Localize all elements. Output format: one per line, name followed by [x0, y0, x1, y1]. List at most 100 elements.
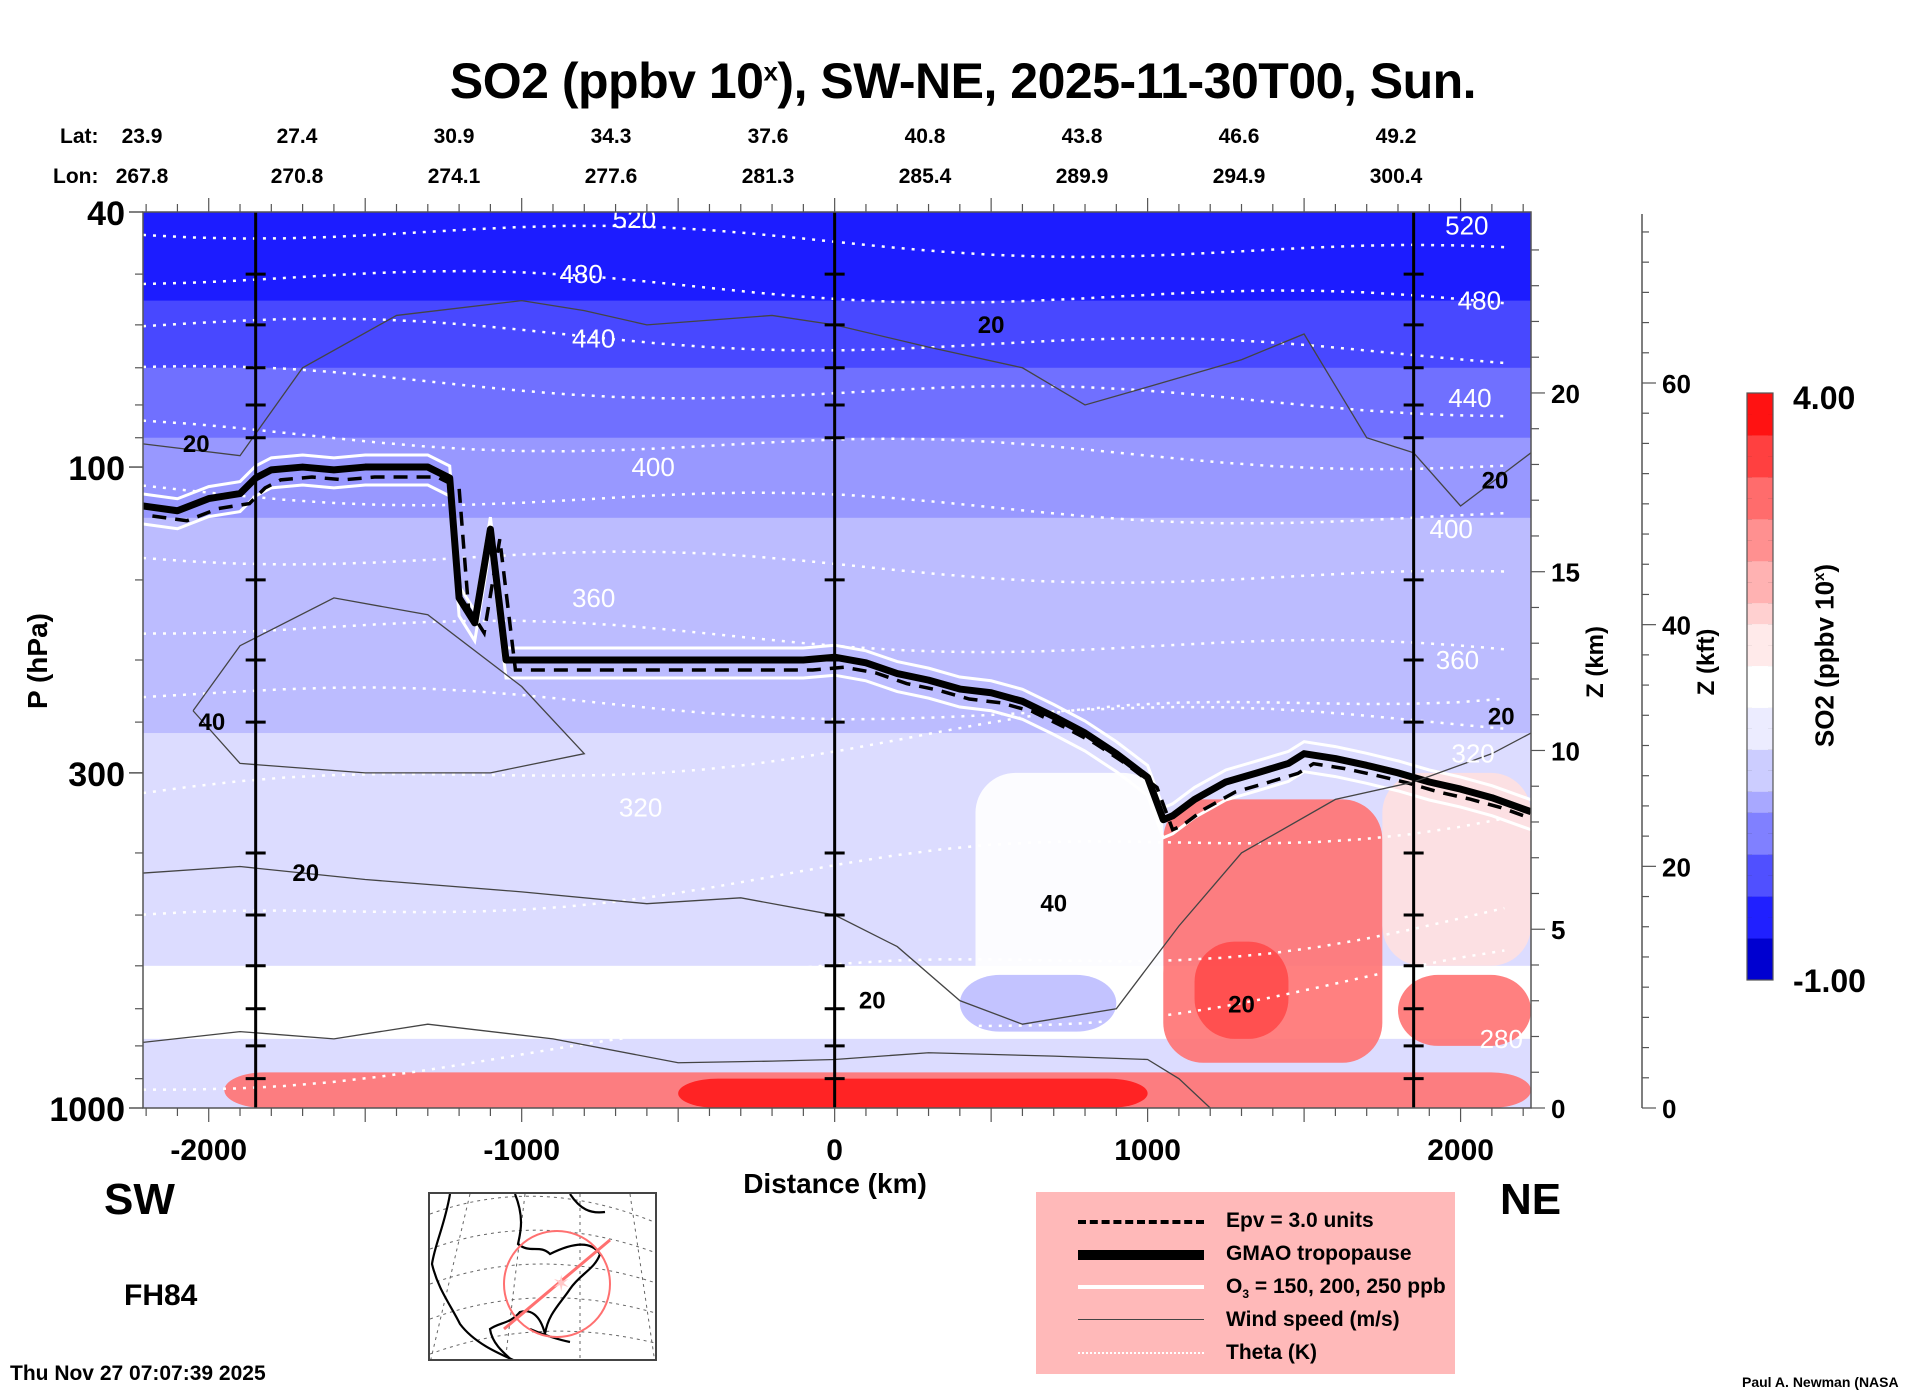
wind-contour [143, 1023, 1211, 1108]
wind-speed-label: 20 [183, 431, 210, 458]
lat-value: 27.4 [276, 125, 318, 148]
x-tick-label: -1000 [483, 1134, 560, 1167]
contour-overlays: 520 520 480 480 440 440 400 400 360 360 320 320 280 2… [143, 204, 1531, 1108]
colorbar-segment [1747, 434, 1773, 457]
theta-label: 320 [619, 793, 662, 823]
colorbar-segment [1747, 497, 1773, 520]
colorbar-segment [1747, 539, 1773, 562]
legend-item-ozone: O3 = 150, 200, 250 ppb [1036, 1272, 1455, 1302]
lon-value: 281.3 [741, 165, 795, 188]
theta-contour [143, 697, 1505, 795]
legend-item-tropopause: GMAO tropopause [1036, 1239, 1455, 1269]
field-patch [959, 974, 1117, 1032]
wind-speed-label: 20 [292, 860, 319, 887]
z-km-tick-label: 10 [1551, 736, 1580, 766]
x-tick-label: 1000 [1114, 1134, 1181, 1167]
wind-speed-label: 40 [199, 709, 226, 736]
z-kft-tick-label: 60 [1662, 369, 1691, 399]
theta-line-swatch [1078, 1352, 1204, 1354]
z-kft-tick-label: 0 [1662, 1094, 1676, 1124]
z-km-axis-label: Z (km) [1582, 626, 1609, 698]
map-coastlines [430, 1194, 606, 1359]
lon-value: 289.9 [1055, 165, 1109, 188]
theta-contour [143, 269, 1505, 305]
lat-value: 23.9 [121, 125, 163, 148]
ozone-contour [143, 483, 1531, 840]
z-kft-tick-label: 40 [1662, 611, 1691, 641]
theta-contour [143, 364, 1505, 418]
z-kft-tick-label: 20 [1662, 852, 1691, 882]
x-tick-label: 2000 [1427, 1134, 1494, 1167]
colorbar-min-label: -1.00 [1793, 963, 1866, 999]
colorbar-segment [1747, 560, 1773, 583]
map-track [503, 1230, 611, 1338]
theta-label: 400 [631, 452, 674, 482]
colorbar-segment [1747, 413, 1773, 436]
lon-value: 294.9 [1212, 165, 1266, 188]
theta-label: 520 [613, 204, 656, 234]
colorbar-segment [1747, 770, 1773, 792]
chart-title: SO2 (ppbv 10x), SW-NE, 2025-11-30T00, Su… [449, 53, 1477, 109]
lon-label: Lon: [53, 165, 99, 188]
tropopause-line [143, 463, 1531, 824]
theta-contour [143, 949, 1505, 1091]
theta-contour [143, 317, 1505, 365]
axes: 40 100 300 1000 -2000 -1000 0 1000 2000 0 5 10 15 20 0… [49, 195, 1691, 1167]
colorbar-segment [1747, 518, 1773, 541]
z-km-tick-label: 0 [1551, 1094, 1565, 1124]
field-patch [1397, 974, 1531, 1046]
colorbar-segment [1747, 812, 1773, 834]
colorbar-segment [1747, 476, 1773, 499]
ozone-line-swatch [1078, 1285, 1204, 1289]
colorbar-segment [1747, 581, 1773, 604]
direction-sw: SW [104, 1175, 175, 1224]
lon-value: 270.8 [270, 165, 324, 188]
field-patch [1382, 772, 1531, 966]
epv-line-swatch [1078, 1220, 1204, 1224]
lat-value: 46.6 [1218, 125, 1260, 148]
y-tick-label: 1000 [49, 1091, 125, 1129]
colorbar-segment [1747, 393, 1773, 415]
wind-speed-label: 20 [1482, 468, 1509, 495]
lat-value: 43.8 [1061, 125, 1103, 148]
lon-value: 300.4 [1369, 165, 1423, 188]
lon-value: 274.1 [427, 165, 481, 188]
theta-contour [143, 484, 1505, 525]
lat-value: 37.6 [747, 125, 789, 148]
wind-contour [192, 597, 586, 774]
lon-value: 285.4 [898, 165, 952, 188]
theta-label: 480 [559, 259, 602, 289]
field-band [143, 517, 1531, 616]
colorbar-segment [1747, 896, 1773, 918]
map-center-star: ✶ [552, 1271, 570, 1296]
direction-ne: NE [1500, 1175, 1562, 1224]
inset-map-svg: ✶ [430, 1194, 655, 1359]
colorbar-segment [1747, 644, 1773, 667]
lon-value: 277.6 [584, 165, 638, 188]
timestamp: Thu Nov 27 07:07:39 2025 [10, 1362, 266, 1385]
forecast-hour: FH84 [124, 1279, 198, 1312]
theta-label: 520 [1445, 211, 1488, 241]
colorbar-segment [1747, 917, 1773, 939]
theta-label: 360 [1436, 645, 1479, 675]
ozone-contour [143, 453, 1531, 810]
x-tick-label: -2000 [170, 1134, 247, 1167]
y-tick-label: 100 [68, 450, 125, 488]
theta-label: 440 [1448, 383, 1491, 413]
field-patch [1194, 941, 1289, 1039]
theta-label: 480 [1458, 286, 1501, 316]
colorbar-segment [1747, 728, 1773, 750]
colorbar-segment [1747, 707, 1773, 729]
z-km-tick-label: 5 [1551, 915, 1565, 945]
legend: Epv = 3.0 units GMAO tropopause O3 = 150… [1036, 1192, 1455, 1374]
colorbar-segment [1747, 623, 1773, 646]
z-km-tick-label: 20 [1551, 379, 1580, 409]
wind-contour [143, 732, 1531, 1025]
field-band [143, 300, 1531, 369]
inset-map: ✶ [428, 1192, 657, 1361]
legend-item-wind: Wind speed (m/s) [1036, 1305, 1455, 1335]
wind-speed-label: 20 [1228, 992, 1255, 1019]
colorbar-frame [1746, 392, 1774, 981]
field-patch [975, 772, 1164, 1009]
